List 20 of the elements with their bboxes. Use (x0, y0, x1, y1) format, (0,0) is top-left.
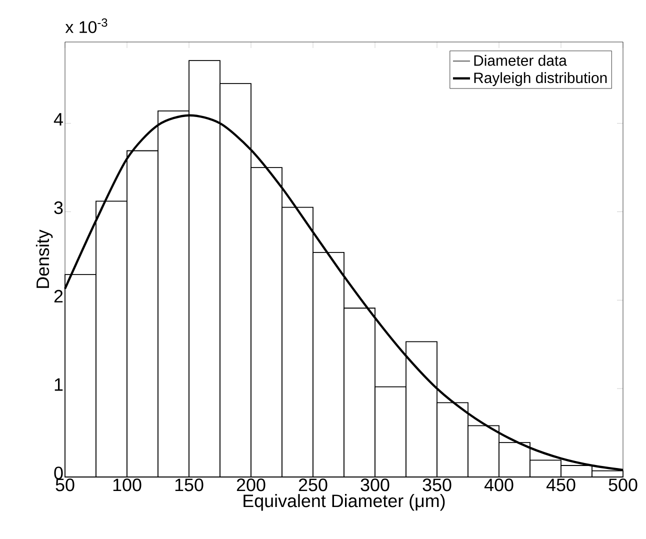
x-tick-label: 200 (236, 478, 266, 492)
x-tick-label: 450 (546, 478, 576, 492)
y-tick-label: 3 (54, 201, 63, 214)
x-axis-title: Equivalent Diameter (μm) (244, 494, 445, 511)
x-tick-label: 500 (608, 478, 638, 492)
text: x 10$^{-3}$ (65, 18, 108, 34)
y-tick-label: 0 (54, 466, 63, 480)
y-tick-label: 1 (54, 378, 63, 391)
y-tick-label: 2 (54, 290, 63, 302)
legend-label: Diameter data (474, 54, 567, 66)
y-axis-title: Density (36, 230, 53, 288)
x-tick-label: 400 (484, 478, 514, 492)
x-tick-label: 100 (113, 478, 142, 492)
x-tick-label: 350 (422, 478, 452, 492)
legend-label: Rayleigh distribution (474, 72, 607, 86)
y-tick-label: 4 (54, 113, 63, 126)
x-tick-label: 250 (298, 478, 328, 492)
x-tick-label: 50 (56, 478, 74, 492)
x-tick-label: 150 (175, 478, 204, 492)
x-tick-label: 300 (360, 478, 390, 492)
